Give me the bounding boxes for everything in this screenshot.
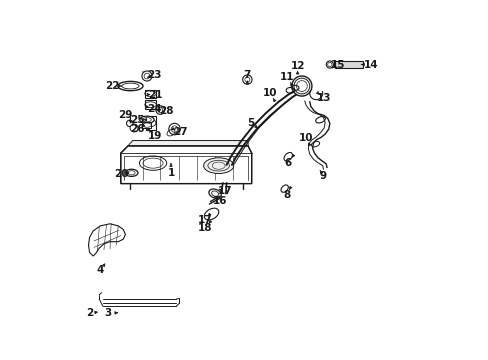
Circle shape xyxy=(130,124,138,132)
Polygon shape xyxy=(128,140,247,146)
Circle shape xyxy=(142,71,152,81)
Text: 2: 2 xyxy=(86,309,93,318)
Bar xyxy=(144,100,156,109)
Circle shape xyxy=(126,120,133,127)
Ellipse shape xyxy=(140,116,154,123)
Text: 25: 25 xyxy=(130,115,144,125)
Text: 10: 10 xyxy=(263,88,277,98)
Ellipse shape xyxy=(204,208,218,220)
Polygon shape xyxy=(88,224,125,256)
Text: 20: 20 xyxy=(114,168,129,179)
Text: 8: 8 xyxy=(283,190,290,200)
Text: 15: 15 xyxy=(330,59,344,69)
Text: 5: 5 xyxy=(247,118,254,128)
Text: 9: 9 xyxy=(319,171,326,181)
Text: 22: 22 xyxy=(105,81,120,91)
Text: 12: 12 xyxy=(290,61,304,71)
Polygon shape xyxy=(121,146,251,184)
Ellipse shape xyxy=(125,169,138,176)
Bar xyxy=(144,90,156,98)
Bar xyxy=(142,122,151,128)
Text: 6: 6 xyxy=(284,158,291,168)
Text: 13: 13 xyxy=(316,93,331,103)
Ellipse shape xyxy=(203,158,233,174)
Text: 10: 10 xyxy=(298,133,313,143)
Circle shape xyxy=(168,123,180,135)
Text: 23: 23 xyxy=(146,70,161,80)
Ellipse shape xyxy=(118,81,142,91)
Text: 28: 28 xyxy=(159,106,173,116)
Text: 11: 11 xyxy=(280,72,294,82)
Text: 14: 14 xyxy=(363,59,377,69)
Text: 18: 18 xyxy=(198,224,212,233)
Bar xyxy=(145,116,156,130)
Text: 16: 16 xyxy=(212,196,227,206)
Text: 21: 21 xyxy=(148,90,163,100)
Text: 17: 17 xyxy=(197,215,212,225)
Text: 3: 3 xyxy=(104,309,112,318)
Text: 27: 27 xyxy=(173,127,187,136)
Text: 1: 1 xyxy=(167,168,174,178)
Circle shape xyxy=(242,75,251,84)
Text: 29: 29 xyxy=(118,111,132,121)
Bar xyxy=(334,61,362,68)
Text: 4: 4 xyxy=(97,265,104,275)
Circle shape xyxy=(291,76,311,96)
Text: 24: 24 xyxy=(147,104,162,114)
Text: 26: 26 xyxy=(130,124,144,134)
Circle shape xyxy=(156,106,164,114)
Text: 17: 17 xyxy=(217,186,232,197)
Text: 7: 7 xyxy=(243,70,250,80)
Text: 19: 19 xyxy=(147,131,162,141)
